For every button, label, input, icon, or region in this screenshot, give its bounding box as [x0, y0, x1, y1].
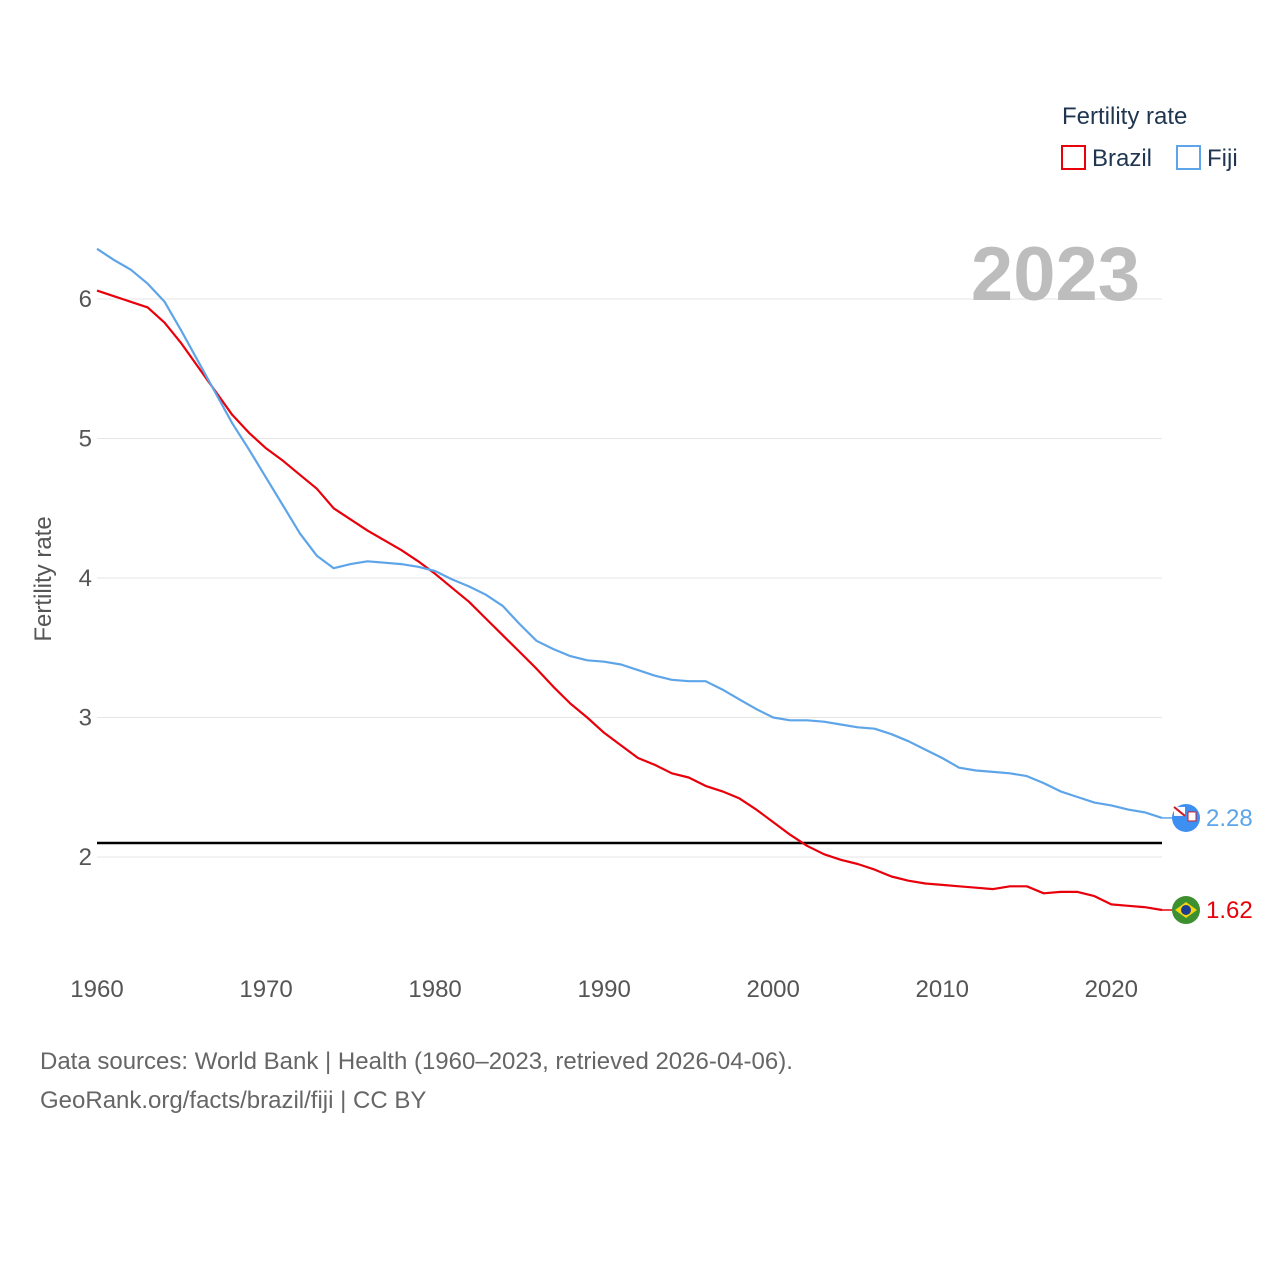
x-tick-label-1990: 1990: [577, 976, 630, 1003]
end-value-label-brazil: 1.62: [1206, 897, 1253, 924]
x-tick-label-1970: 1970: [239, 976, 292, 1003]
y-tick-label-5: 5: [79, 426, 92, 453]
legend-swatch-fiji[interactable]: [1176, 145, 1201, 170]
y-gridlines: [97, 298, 1162, 858]
x-tick-label-1960: 1960: [70, 976, 123, 1003]
x-axis-ticks: 1960 1970 1980 1990 2000 2010 2020: [70, 976, 1138, 1003]
x-tick-label-2000: 2000: [746, 976, 799, 1003]
brazil-flag-globe: [1181, 905, 1191, 916]
data-sources-text: Data sources: World Bank | Health (1960–…: [40, 1048, 793, 1075]
credit-text: GeoRank.org/facts/brazil/fiji | CC BY: [40, 1087, 427, 1114]
fiji-flag-union-cross: [1173, 806, 1186, 817]
series-lines: [96, 247, 1163, 912]
fiji-flag-shield: [1187, 811, 1197, 822]
legend-label-brazil[interactable]: Brazil: [1092, 145, 1152, 172]
legend: Fertility rate Brazil Fiji: [1061, 103, 1238, 172]
legend-title: Fertility rate: [1062, 103, 1187, 130]
y-axis-title: Fertility rate: [30, 516, 57, 641]
x-tick-label-1980: 1980: [408, 976, 461, 1003]
x-tick-label-2020: 2020: [1085, 976, 1138, 1003]
series-end-markers: 1.62 2.28: [1162, 803, 1253, 925]
series-line-fiji: [96, 247, 1163, 819]
y-axis-ticks: 2 3 4 5 6: [79, 286, 92, 871]
end-value-label-fiji: 2.28: [1206, 805, 1253, 832]
legend-label-fiji[interactable]: Fiji: [1207, 145, 1238, 172]
y-tick-label-6: 6: [79, 286, 92, 313]
series-line-brazil: [96, 289, 1163, 912]
y-tick-label-3: 3: [79, 705, 92, 732]
footer: Data sources: World Bank | Health (1960–…: [40, 1042, 793, 1120]
legend-swatch-brazil[interactable]: [1061, 145, 1086, 170]
y-tick-label-2: 2: [79, 844, 92, 871]
y-tick-label-4: 4: [79, 565, 92, 592]
year-watermark: 2023: [971, 232, 1140, 317]
x-tick-label-2010: 2010: [916, 976, 969, 1003]
